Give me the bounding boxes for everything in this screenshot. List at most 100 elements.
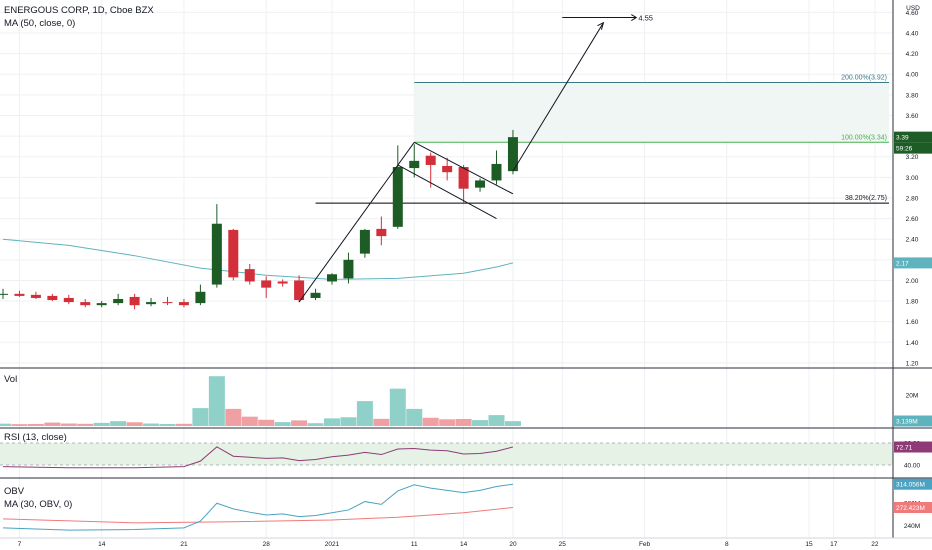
candle-body[interactable] [392,167,403,227]
candle-body[interactable] [310,292,321,298]
volume-bar[interactable] [225,408,242,426]
volume-bar[interactable] [175,423,192,426]
rsi-band [0,443,893,465]
rsi-band-layer [0,442,893,466]
volume-bar[interactable] [389,388,406,426]
obv-ma-legend[interactable]: MA (30, OBV, 0) [4,499,73,510]
candle-body[interactable] [277,281,288,284]
candle-body[interactable] [162,302,173,304]
volume-bar[interactable] [110,421,127,426]
trendline[interactable] [512,22,604,172]
candle-body[interactable] [146,302,157,305]
volume-bar[interactable] [27,423,44,426]
volume-bar[interactable] [406,408,423,426]
price-tick-label: 1.20 [906,360,919,367]
volume-bar[interactable] [291,420,308,426]
volume-bar[interactable] [439,419,456,426]
rsi-badge-bg [894,441,932,453]
candle-body[interactable] [475,180,486,188]
obv-line [2,483,514,531]
volume-bar[interactable] [307,423,324,426]
ma-badge-bg [894,257,932,269]
fib-382-label: 38.20%(2.75) [845,195,887,202]
trendline[interactable] [298,141,415,303]
x-tick-label: 14 [460,541,468,548]
candle-body[interactable] [343,259,354,279]
volume-bar[interactable] [455,419,472,426]
countdown-badge: 59:26 [896,146,913,153]
candle-body[interactable] [14,293,25,296]
candle-body[interactable] [507,137,518,172]
candle-body[interactable] [30,294,41,298]
price-tick-label: 2.40 [906,237,919,244]
volume-bar[interactable] [340,417,357,426]
last-price-badge: 3.39 [896,135,909,142]
volume-bar[interactable] [274,422,291,426]
trendline[interactable] [414,141,514,195]
candle-body[interactable] [261,280,272,288]
volume-bar[interactable] [44,422,61,426]
price-tick-label: 4.60 [906,10,919,17]
candle-body[interactable] [327,274,337,282]
candle-body[interactable] [211,223,222,285]
volume-tick-label: 20M [906,392,919,399]
volume-bar[interactable] [159,423,176,426]
candle-body[interactable] [178,302,189,306]
x-tick-label: 11 [411,541,418,548]
volume-bar[interactable] [356,401,373,426]
rsi-pane-title[interactable]: RSI (13, close) [4,432,67,443]
candle-body[interactable] [442,165,453,173]
candle-body[interactable] [195,291,206,304]
price-tick-label: 4.40 [906,31,919,38]
volume-badge: 3.139M [896,419,918,426]
candlestick-layer [0,129,518,310]
volume-bar[interactable] [11,424,28,426]
fib-200-label: 200.00%(3.92) [841,74,887,81]
candle-body[interactable] [63,297,74,303]
volume-bar[interactable] [504,421,521,426]
volume-bar[interactable] [143,423,160,426]
ma-legend[interactable]: MA (50, close, 0) [4,18,76,29]
volume-bar[interactable] [93,422,110,426]
candle-body[interactable] [47,295,58,301]
candle-body[interactable] [409,160,420,169]
price-tick-label: 2.60 [906,216,919,223]
candle-body[interactable] [491,163,502,181]
volume-bar[interactable] [0,423,11,426]
symbol-title[interactable]: ENERGOUS CORP, 1D, Cboe BZX [4,5,154,16]
candle-body[interactable] [228,229,239,278]
trendline[interactable] [397,164,497,220]
obv-legend[interactable]: OBV [4,486,25,497]
candle-body[interactable] [244,269,255,282]
volume-bar[interactable] [258,419,275,426]
volume-bar[interactable] [192,408,209,426]
volume-bar[interactable] [373,418,390,426]
countdown-badge-bg [894,142,932,154]
volume-bar[interactable] [422,417,439,426]
ma-badge: 2.17 [896,260,909,267]
volume-pane-title[interactable]: Vol [4,374,18,385]
rsi-line [2,446,514,469]
volume-bar[interactable] [77,423,94,426]
volume-bar[interactable] [488,415,505,426]
volume-bar[interactable] [208,376,225,426]
x-tick-label: 14 [98,541,106,548]
candle-body[interactable] [113,298,124,304]
candle-body[interactable] [359,229,370,254]
volume-bar[interactable] [241,416,258,426]
candle-body[interactable] [294,280,305,301]
candle-body[interactable] [0,293,8,295]
volume-bar[interactable] [472,420,489,426]
moving-average-layer [2,238,514,280]
volume-bar[interactable] [324,418,340,426]
volume-bar[interactable] [60,423,77,426]
candle-body[interactable] [96,303,107,306]
x-tick-label: 20 [509,541,517,548]
candle-body[interactable] [129,296,140,306]
volume-bar[interactable] [126,422,143,426]
candle-body[interactable] [80,302,91,306]
candle-body[interactable] [458,167,469,189]
candle-body[interactable] [425,155,436,165]
candle-body[interactable] [376,228,387,237]
